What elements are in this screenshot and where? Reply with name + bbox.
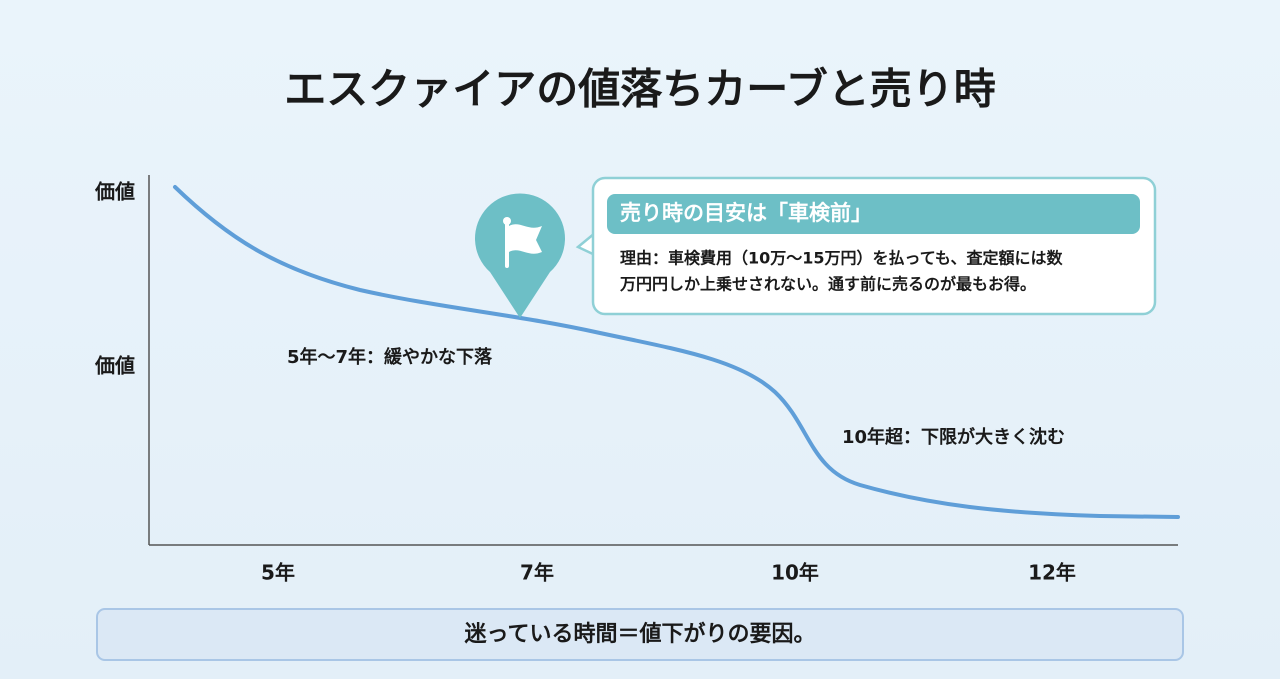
x-label: 7年 bbox=[520, 561, 554, 585]
footer-box bbox=[96, 608, 1184, 661]
title: エスクァイアの値落ちカーブと売り時 bbox=[284, 65, 995, 114]
x-label: 12年 bbox=[1028, 561, 1076, 585]
callout-text: 理由：車検費用（10万〜15万円）を払っても、査定額には数 bbox=[620, 249, 1063, 268]
annotation: 10年超：下限が大きく沈む bbox=[842, 426, 1065, 448]
x-label: 5年 bbox=[261, 561, 295, 585]
y-label: 価値 bbox=[94, 180, 135, 204]
value-curve bbox=[173, 185, 1180, 519]
callout: 売り時の目安は「車検前」 理由：車検費用（10万〜15万円）を払っても、査定額に… bbox=[575, 176, 1157, 316]
flag-pin bbox=[475, 193, 565, 318]
y-label: 価値 bbox=[94, 354, 135, 378]
x-label: 10年 bbox=[771, 561, 819, 585]
annotation: 5年〜7年：緩やかな下落 bbox=[287, 346, 493, 368]
footer-text: 迷っている時間＝値下がりの要因。 bbox=[464, 621, 816, 647]
callout-title: 売り時の目安は「車検前」 bbox=[620, 201, 872, 225]
callout-text: 万円円しか上乗せされない。通す前に売るのが最もお得。 bbox=[619, 275, 1036, 294]
